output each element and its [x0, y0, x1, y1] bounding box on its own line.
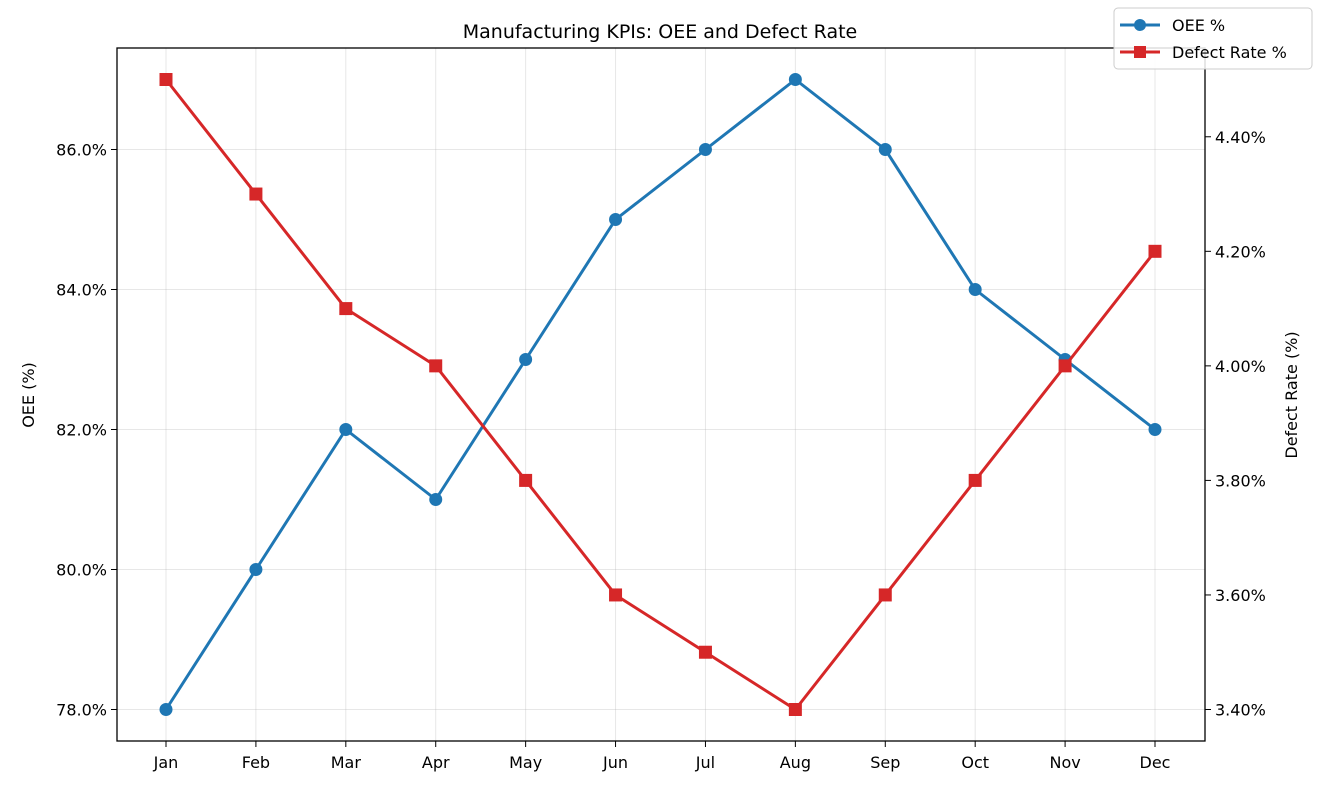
data-point-defect-rate — [249, 187, 263, 201]
series-layer — [159, 73, 1162, 716]
y-right-tick-label: 4.00% — [1215, 357, 1266, 376]
data-point-oee — [698, 143, 712, 156]
data-point-oee — [878, 143, 892, 156]
data-point-defect-rate — [968, 473, 982, 487]
legend-marker-square — [1134, 46, 1146, 58]
data-point-defect-rate — [159, 73, 173, 86]
data-point-defect-rate — [519, 473, 533, 487]
y-right-tick-label: 3.40% — [1215, 701, 1266, 720]
data-point-defect-rate — [429, 359, 443, 373]
data-point-oee — [249, 563, 263, 576]
data-point-oee — [519, 353, 533, 366]
chart-title: Manufacturing KPIs: OEE and Defect Rate — [463, 21, 857, 43]
series-line-defect-rate — [164, 78, 1157, 711]
y-axis-right-label: Defect Rate (%) — [1282, 331, 1301, 458]
legend-label: OEE % — [1172, 16, 1225, 35]
y-right-tick-label: 3.80% — [1215, 471, 1266, 490]
data-point-oee — [609, 213, 623, 226]
x-tick-label: Jan — [153, 753, 179, 772]
y-left-tick-label: 84.0% — [56, 281, 107, 300]
data-point-defect-rate — [698, 645, 712, 659]
data-point-oee — [968, 283, 982, 296]
y-left-tick-label: 82.0% — [56, 421, 107, 440]
data-point-defect-rate — [609, 588, 623, 602]
x-tick-label: Apr — [422, 753, 450, 772]
data-point-defect-rate — [1058, 359, 1072, 373]
y-right-tick-label: 3.60% — [1215, 586, 1266, 605]
x-tick-label: Aug — [780, 753, 811, 772]
y-left-tick-label: 78.0% — [56, 701, 107, 720]
legend: OEE % Defect Rate % — [1113, 7, 1313, 70]
data-point-defect-rate — [878, 588, 892, 602]
y-left-tick-label: 86.0% — [56, 141, 107, 160]
plot-frame — [116, 47, 1206, 742]
series-line-oee — [164, 78, 1157, 711]
data-point-defect-rate — [788, 703, 802, 716]
x-tick-label: Jun — [602, 753, 628, 772]
x-tick-label: Mar — [331, 753, 362, 772]
x-tick-label: Oct — [961, 753, 989, 772]
x-tick-label: Sep — [870, 753, 900, 772]
legend-marker-circle — [1134, 19, 1146, 31]
y-left-tick-label: 80.0% — [56, 561, 107, 580]
x-tick-label: May — [509, 753, 542, 772]
legend-box — [1113, 7, 1313, 70]
grid-lines — [117, 48, 1205, 741]
x-tick-label: Feb — [242, 753, 270, 772]
data-point-oee — [1148, 423, 1162, 436]
data-point-oee — [788, 73, 802, 86]
axes-layer: Jan Feb Mar Apr May Jun Jul Aug Sep Oct Nov Dec 78.0… — [56, 128, 1266, 772]
data-point-defect-rate — [339, 302, 353, 316]
data-point-oee — [429, 493, 443, 506]
data-point-oee — [159, 703, 173, 716]
data-point-oee — [339, 423, 353, 436]
x-tick-label: Jul — [695, 753, 715, 772]
y-axis-left-label: OEE (%) — [19, 362, 38, 428]
x-tick-label: Dec — [1140, 753, 1171, 772]
x-tick-label: Nov — [1049, 753, 1080, 772]
data-point-defect-rate — [1148, 244, 1162, 258]
legend-label: Defect Rate % — [1172, 43, 1287, 62]
y-right-tick-label: 4.20% — [1215, 242, 1266, 261]
y-right-tick-label: 4.40% — [1215, 128, 1266, 147]
